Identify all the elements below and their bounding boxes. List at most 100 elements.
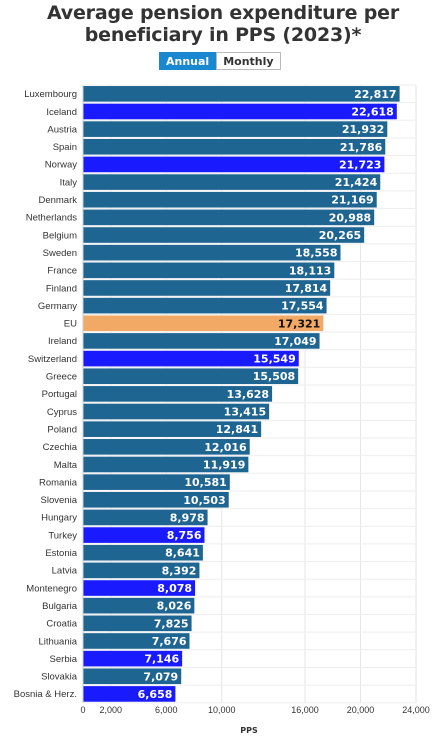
- value-label: 18,113: [289, 264, 331, 277]
- value-label: 10,581: [184, 476, 226, 489]
- category-label: Cyprus: [47, 407, 77, 418]
- category-label: EU: [64, 319, 77, 330]
- value-label: 6,658: [138, 688, 173, 701]
- bar: [83, 121, 388, 137]
- category-label: Luxembourg: [24, 89, 77, 100]
- value-label: 7,825: [154, 617, 189, 630]
- value-label: 20,265: [319, 229, 361, 242]
- category-label: Serbia: [50, 654, 78, 665]
- bar: [83, 597, 195, 614]
- value-label: 11,919: [203, 458, 245, 471]
- bar: [83, 421, 262, 437]
- category-label: Estonia: [45, 548, 77, 559]
- category-label: Czechia: [43, 442, 78, 453]
- category-label: Finland: [46, 283, 77, 294]
- bar: [83, 403, 270, 420]
- annual-toggle-button[interactable]: Annual: [159, 52, 217, 70]
- bar: [83, 633, 190, 649]
- bar: [83, 280, 331, 296]
- category-label: Croatia: [46, 619, 77, 630]
- category-label: Denmark: [38, 195, 77, 206]
- bar: [83, 315, 324, 332]
- category-label: Turkey: [48, 530, 77, 541]
- value-label: 8,978: [170, 511, 205, 524]
- bar: [83, 615, 192, 632]
- category-label: Ireland: [48, 336, 77, 347]
- bar: [83, 350, 299, 367]
- bar: [83, 227, 365, 243]
- value-label: 17,321: [278, 317, 320, 330]
- bar: [83, 509, 208, 526]
- value-label: 17,049: [274, 335, 316, 348]
- bar: [83, 456, 249, 473]
- bar: [83, 262, 335, 279]
- category-label: Spain: [53, 142, 77, 153]
- x-tick-label: 16,000: [291, 705, 319, 715]
- bar: [83, 368, 299, 385]
- category-label: Slovakia: [41, 672, 78, 683]
- value-label: 21,723: [339, 158, 381, 171]
- bar: [83, 244, 341, 261]
- value-label: 8,756: [167, 529, 202, 542]
- value-label: 8,641: [165, 547, 200, 560]
- bar: [83, 138, 386, 155]
- value-label: 21,932: [342, 123, 384, 136]
- bar: [83, 333, 320, 349]
- bar: [83, 527, 205, 543]
- category-label: Hungary: [41, 513, 77, 524]
- bar: [83, 386, 273, 402]
- value-label: 15,549: [253, 353, 295, 366]
- x-tick-label: 10,000: [208, 705, 236, 715]
- category-label: Bulgaria: [42, 601, 78, 612]
- bar: [83, 562, 200, 579]
- value-label: 20,988: [329, 211, 371, 224]
- category-label: Sweden: [43, 248, 77, 259]
- bar: [83, 174, 381, 190]
- x-tick-label: 24,000: [402, 705, 430, 715]
- category-label: Bosnia & Herz.: [14, 689, 77, 700]
- x-tick-label: 6,000: [155, 705, 178, 715]
- category-label: Poland: [47, 424, 77, 435]
- value-label: 7,146: [144, 653, 179, 666]
- bar: [83, 209, 375, 226]
- category-label: Italy: [60, 177, 78, 188]
- value-label: 21,786: [340, 141, 383, 154]
- bar: [83, 191, 377, 208]
- category-label: Austria: [47, 124, 77, 135]
- x-tick-label: 0: [80, 705, 85, 715]
- bar: [83, 439, 250, 455]
- value-label: 15,508: [253, 370, 295, 383]
- value-label: 22,618: [351, 105, 393, 118]
- value-label: 7,676: [152, 635, 187, 648]
- bar: [83, 544, 203, 561]
- value-label: 7,079: [143, 670, 178, 683]
- value-label: 8,026: [157, 600, 192, 613]
- category-label: Montenegro: [26, 583, 77, 594]
- category-label: France: [47, 266, 77, 277]
- category-label: Portugal: [42, 389, 77, 400]
- category-label: Slovenia: [41, 495, 78, 506]
- chart-title: Average pension expenditure per benefici…: [46, 2, 400, 46]
- value-label: 18,558: [295, 247, 337, 260]
- value-label: 12,841: [216, 423, 258, 436]
- bar: [83, 650, 183, 667]
- value-label: 22,817: [354, 88, 396, 101]
- category-label: Germany: [38, 301, 77, 312]
- value-label: 21,424: [335, 176, 378, 189]
- value-label: 21,169: [331, 194, 373, 207]
- bar: [83, 491, 229, 508]
- monthly-toggle-button[interactable]: Monthly: [216, 52, 281, 70]
- bar: [83, 668, 182, 685]
- category-label: Switzerland: [28, 354, 77, 365]
- bar: [83, 686, 176, 702]
- value-label: 13,628: [227, 388, 269, 401]
- category-label: Lithuania: [38, 636, 77, 647]
- value-label: 8,078: [157, 582, 192, 595]
- category-label: Malta: [54, 460, 78, 471]
- category-label: Iceland: [46, 107, 77, 118]
- value-label: 17,814: [285, 282, 328, 295]
- value-label: 12,016: [204, 441, 247, 454]
- category-label: Greece: [46, 372, 77, 383]
- period-toggle: Annual Monthly: [159, 52, 281, 70]
